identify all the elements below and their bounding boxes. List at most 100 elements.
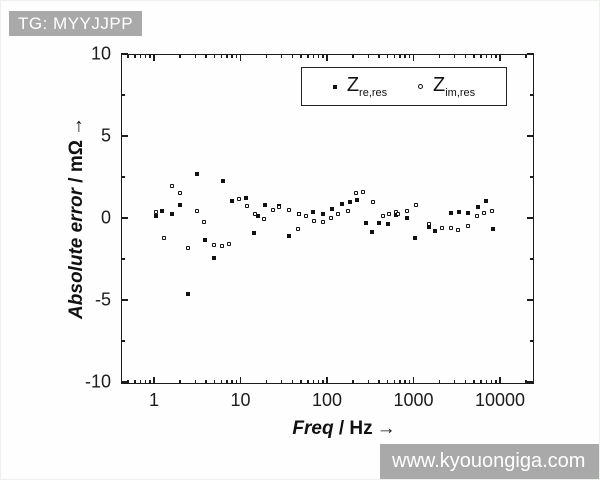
data-point-zre <box>413 235 418 240</box>
data-point-zre <box>310 210 315 215</box>
x-minor-tick <box>485 380 488 384</box>
data-point-zre <box>220 179 225 184</box>
y-axis-arrow-icon: → <box>66 117 87 137</box>
x-minor-tick <box>393 380 395 384</box>
data-point-zim <box>466 224 471 229</box>
x-major-tick <box>239 377 242 384</box>
data-point-zim <box>194 209 199 214</box>
data-point-zim <box>237 197 242 202</box>
data-point-zre <box>186 292 191 297</box>
x-axis-label: Freq / Hz → <box>292 418 395 440</box>
data-point-zim <box>481 211 486 216</box>
x-minor-tick <box>393 54 395 58</box>
x-minor-tick <box>265 380 268 384</box>
y-tick-label: 5 <box>100 125 111 146</box>
x-minor-tick <box>179 380 181 384</box>
x-minor-tick <box>408 54 411 58</box>
data-point-zre <box>203 238 208 243</box>
x-minor-tick <box>265 54 268 58</box>
x-minor-tick <box>226 380 228 384</box>
data-point-zre <box>355 197 360 202</box>
data-point-zim <box>295 227 300 232</box>
x-minor-tick <box>179 54 181 58</box>
x-minor-tick <box>386 54 389 58</box>
open-circle-marker-icon <box>418 84 423 89</box>
x-minor-tick <box>300 380 302 384</box>
y-tick-label: 10 <box>90 43 111 64</box>
x-minor-tick <box>281 380 283 384</box>
data-point-zim <box>212 243 217 248</box>
x-minor-tick <box>495 380 497 384</box>
x-minor-tick <box>495 54 497 58</box>
data-point-zre <box>211 256 216 261</box>
x-minor-tick <box>300 54 302 58</box>
x-minor-tick <box>226 54 228 58</box>
filled-square-marker-icon <box>332 84 337 89</box>
y-major-tick <box>121 217 128 219</box>
y-minor-tick <box>530 258 534 260</box>
y-minor-tick <box>530 94 534 96</box>
y-major-tick <box>121 135 128 137</box>
x-minor-tick <box>205 380 207 384</box>
data-point-zim <box>456 228 461 233</box>
y-major-tick <box>527 135 534 137</box>
x-minor-tick <box>231 380 233 384</box>
x-minor-tick <box>352 54 354 58</box>
x-minor-tick <box>399 380 401 384</box>
data-point-zim <box>490 208 495 213</box>
x-minor-tick <box>399 54 401 58</box>
data-point-zim <box>286 207 291 212</box>
y-major-tick <box>121 53 128 55</box>
x-minor-tick <box>144 380 147 384</box>
x-minor-tick <box>220 54 222 58</box>
watermark: www.kyouongiga.com <box>380 444 599 479</box>
y-minor-tick <box>121 258 125 260</box>
data-point-zim <box>245 203 250 208</box>
x-minor-tick <box>404 54 406 58</box>
x-minor-tick <box>220 380 222 384</box>
y-minor-tick <box>121 176 125 178</box>
data-point-zim <box>169 184 174 189</box>
x-axis-arrow-icon: → <box>376 418 396 439</box>
x-major-tick <box>239 54 242 61</box>
x-tick-label: 1 <box>148 390 160 410</box>
x-minor-tick <box>235 54 238 58</box>
data-point-zim <box>346 208 351 213</box>
x-minor-tick <box>408 380 411 384</box>
x-minor-tick <box>134 380 136 384</box>
x-minor-tick <box>352 380 354 384</box>
x-minor-tick <box>464 54 467 58</box>
x-minor-tick <box>312 380 315 384</box>
data-point-zim <box>360 189 365 194</box>
data-point-zim <box>474 213 479 218</box>
y-tick-label: -5 <box>94 289 111 310</box>
y-major-tick <box>121 381 128 383</box>
data-point-zim <box>219 243 224 248</box>
data-point-zre <box>286 234 291 239</box>
data-point-zre <box>475 204 480 209</box>
plot-area: Zre,res Zim,res 1 10 100 1000 10000 10 5 0 -5 -10 <box>85 44 534 410</box>
data-point-zre <box>393 212 398 217</box>
x-minor-tick <box>194 54 196 58</box>
data-point-zim <box>303 214 308 219</box>
data-point-zre <box>363 220 368 225</box>
data-point-zim <box>297 211 302 216</box>
data-point-zim <box>414 202 419 207</box>
legend-box: Zre,res Zim,res <box>301 67 507 106</box>
data-point-zre <box>426 225 431 230</box>
x-axis-label-unit: / Hz <box>333 418 373 439</box>
x-minor-tick <box>134 54 136 58</box>
x-minor-tick <box>378 54 380 58</box>
x-minor-tick <box>454 54 456 58</box>
data-point-zre <box>330 206 335 211</box>
data-point-zre <box>320 211 325 216</box>
data-point-zre <box>457 210 462 215</box>
legend-item-zre: Zre,res <box>332 75 387 99</box>
x-minor-tick <box>291 54 294 58</box>
x-minor-tick <box>307 380 309 384</box>
y-axis-label-unit: / mΩ <box>66 140 87 189</box>
data-point-zre <box>178 202 183 207</box>
x-minor-tick <box>378 380 380 384</box>
y-tick-label: 0 <box>100 207 111 228</box>
